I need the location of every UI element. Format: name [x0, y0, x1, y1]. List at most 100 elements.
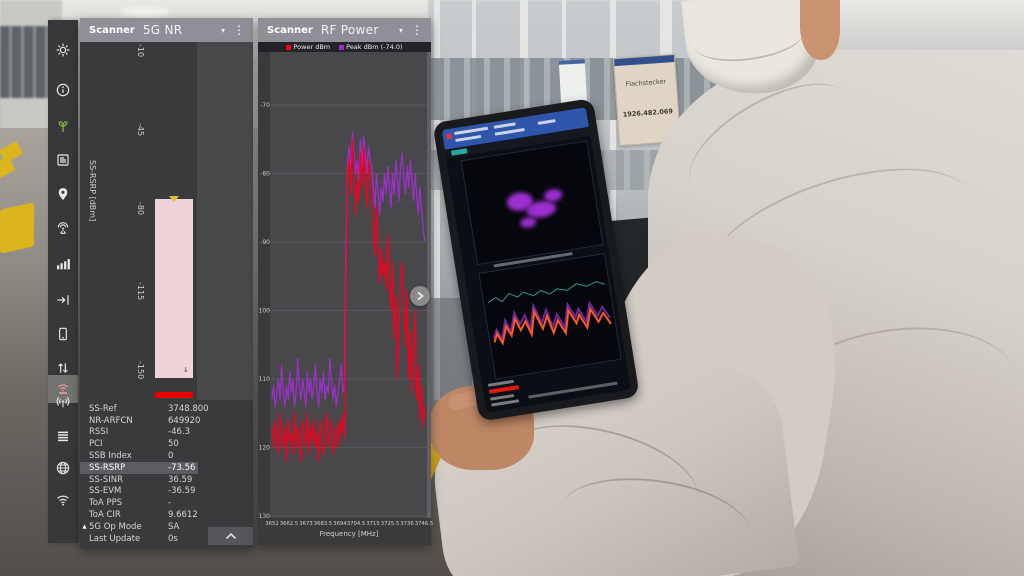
chart-legend: Power dBm Peak dBm (-74.0) [258, 42, 431, 52]
gear-icon[interactable] [55, 42, 71, 58]
row-label: SS-Ref [89, 403, 117, 414]
nr-panel-header[interactable]: Scanner 5G NR ▾ ⋮ [80, 18, 253, 42]
expand-triangle-icon: ▲ [82, 523, 87, 530]
tablet-screen [441, 107, 631, 413]
x-axis-tick: 3662.5 [279, 520, 299, 527]
legend-swatch-purple [339, 44, 345, 50]
neck-skin [800, 0, 840, 60]
row-label: 5G Op Mode [89, 521, 142, 532]
row-value: 36.59 [168, 474, 193, 485]
up-down-arrows-icon[interactable] [55, 360, 71, 376]
table-row[interactable]: NR-ARFCN 649920 [80, 415, 253, 427]
svg-text:-90: -90 [260, 239, 270, 246]
arrow-to-bar-icon[interactable] [55, 292, 71, 308]
row-label: SS-RSRP [89, 462, 126, 473]
ss-rsrp-bar-chart[interactable]: SS-RSRP [dBm] ↓ -10 -45 -80 -115 -150 [80, 42, 253, 400]
table-row[interactable]: RSSI -46.3 [80, 427, 253, 439]
table-row[interactable]: SS-SINR 36.59 [80, 474, 253, 486]
table-row[interactable]: ToA CIR 9.6612 [80, 509, 253, 521]
table-row[interactable]: SS-RSRP -73.56 [80, 461, 198, 474]
table-row[interactable]: ▲ 5G Op Mode SA [80, 521, 253, 533]
svg-text:-110: -110 [258, 376, 270, 383]
signal-tree-icon[interactable] [55, 118, 71, 134]
collapse-button[interactable] [208, 527, 253, 545]
scanner-5gnr-panel: Scanner 5G NR ▾ ⋮ SS-RSRP [dBm] ↓ -10 -45… [80, 18, 253, 548]
row-label: ToA PPS [89, 498, 123, 509]
tablet-highlight-row [488, 385, 520, 394]
y-axis-tick: -10 [136, 44, 145, 58]
report-icon[interactable] [55, 152, 71, 168]
broadcast-antenna-icon[interactable] [55, 394, 71, 410]
wifi-icon[interactable] [55, 492, 71, 508]
rf-power-spectrum-chart[interactable]: -70 -80 -90 -100 -110 -120 -130 [258, 52, 431, 518]
legend-label: Power dBm [293, 43, 331, 51]
y-axis-tick: -150 [136, 360, 145, 380]
row-label: RSSI [89, 427, 109, 438]
row-value: 0 [168, 451, 174, 462]
globe-icon[interactable] [55, 460, 71, 476]
rf-panel-mode-title: RF Power [320, 23, 379, 37]
kebab-menu-icon[interactable]: ⋮ [411, 23, 423, 37]
floor-marking [0, 202, 34, 254]
y-axis-tick: -115 [136, 281, 145, 300]
list-icon[interactable] [55, 428, 71, 444]
chevron-up-icon [225, 532, 236, 540]
x-axis-tick: 3683.5 [313, 520, 332, 527]
table-row[interactable]: PCI 50 [80, 438, 253, 450]
svg-text:-80: -80 [260, 171, 270, 178]
row-value: - [168, 498, 172, 509]
table-row[interactable]: ToA PPS - [80, 497, 253, 509]
tablet-lower-plot [478, 252, 622, 380]
chevron-down-icon[interactable]: ▾ [220, 25, 225, 35]
panel-resize-handle[interactable] [410, 286, 430, 306]
sidebar-active-highlight [48, 375, 78, 403]
antenna-dome-icon[interactable] [55, 220, 71, 236]
ceiling-light [120, 8, 170, 17]
scanner-signal-icon[interactable] [55, 380, 71, 396]
x-axis-tick: 3746.5 [414, 520, 434, 527]
row-value: 9.6612 [168, 510, 198, 521]
tablet-upper-plot [460, 140, 604, 266]
tablet-icon[interactable] [55, 326, 71, 342]
svg-text:-70: -70 [260, 102, 270, 109]
table-row[interactable]: SS-EVM -36.59 [80, 486, 253, 498]
kebab-menu-icon[interactable]: ⋮ [233, 23, 245, 37]
row-label: SSB Index [89, 451, 132, 462]
down-arrow-icon: ↓ [183, 366, 189, 374]
row-label: NR-ARFCN [89, 415, 133, 426]
nr-table: SS-Ref 3748.800 NR-ARFCN 649920 RSSI -46.3 PCI… [80, 403, 253, 545]
svg-text:-100: -100 [258, 308, 270, 315]
sign-text: Flachstecker [625, 77, 667, 89]
signal-bars-icon[interactable] [55, 256, 71, 272]
legend-power: Power dBm [286, 43, 330, 51]
row-label: SS-EVM [89, 486, 122, 497]
y-axis-title: SS-RSRP [dBm] [88, 160, 97, 222]
x-axis-tick: 3673 [299, 520, 313, 527]
chevron-down-icon[interactable]: ▾ [398, 25, 403, 35]
x-axis-tick: 3694 [332, 520, 347, 527]
app-sidebar [48, 20, 78, 543]
scrollbar[interactable] [427, 52, 431, 518]
row-label: Last Update [89, 533, 141, 544]
row-value: 3748.800 [168, 403, 209, 414]
cabinet-post [434, 0, 440, 400]
row-value: -73.56 [168, 462, 196, 473]
table-row[interactable]: SSB Index 0 [80, 450, 253, 462]
row-value: SA [168, 521, 180, 532]
rf-panel-header[interactable]: Scanner RF Power ▾ ⋮ [258, 18, 431, 42]
x-axis-tick: 3652 [265, 520, 279, 527]
bar-top-marker [169, 195, 179, 202]
x-axis-tick: 3715 [366, 520, 381, 527]
info-icon[interactable] [55, 82, 71, 98]
table-row[interactable]: SS-Ref 3748.800 [80, 403, 253, 415]
row-value: 50 [168, 439, 179, 450]
row-value: -46.3 [168, 427, 190, 438]
x-axis-tick: 3725.5 [380, 520, 400, 527]
location-pin-icon[interactable] [55, 186, 71, 202]
table-row[interactable]: Last Update 0s [80, 533, 253, 545]
svg-text:-130: -130 [258, 513, 270, 518]
legend-peak: Peak dBm (-74.0) [339, 43, 403, 51]
rf-panel-app-title: Scanner [267, 24, 313, 36]
chart-right-strip [197, 42, 253, 400]
